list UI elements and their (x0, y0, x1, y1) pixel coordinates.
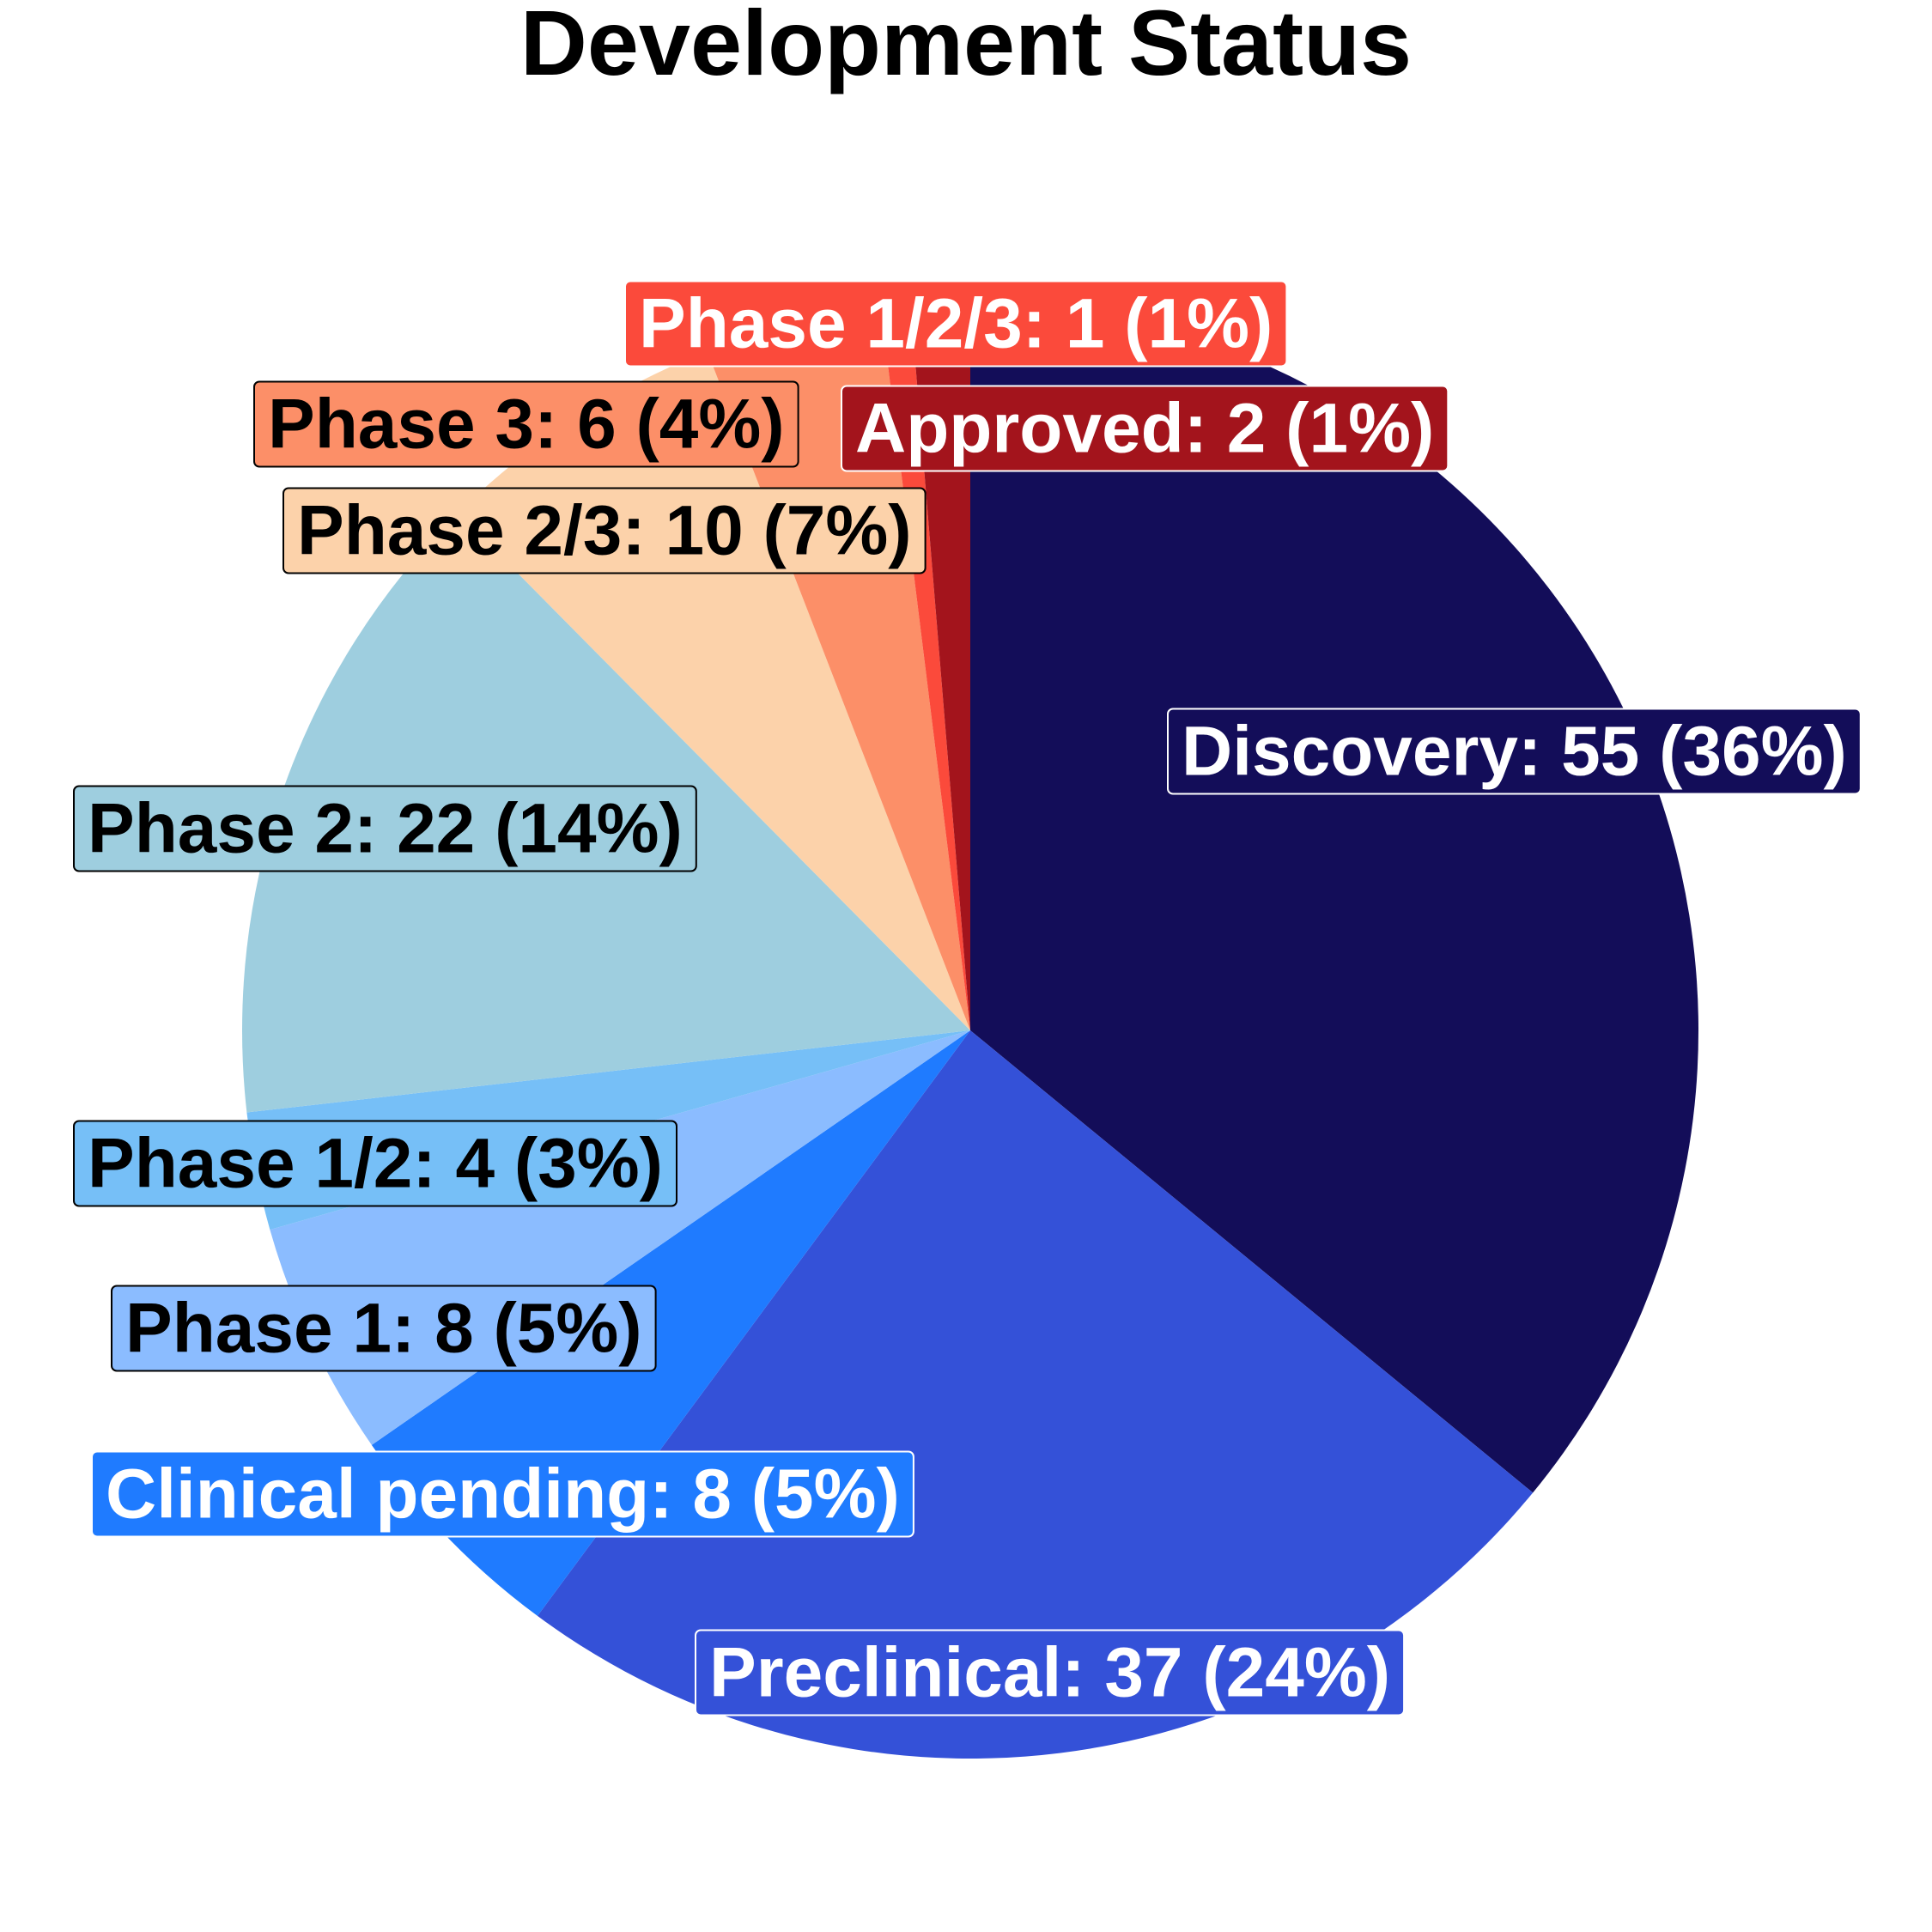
slice-label-clinical-pending: Clinical pending: 8 (5%) (91, 1450, 914, 1538)
slice-label-text: Discovery: 55 (36%) (1182, 713, 1847, 791)
slice-label-approved: Approved: 2 (1%) (841, 385, 1449, 472)
slice-label-text: Phase 1: 8 (5%) (125, 1290, 642, 1368)
slice-label-phase-1-2: Phase 1/2: 4 (3%) (73, 1120, 677, 1207)
slice-label-discovery: Discovery: 55 (36%) (1167, 708, 1862, 795)
slice-label-phase-1-2-3: Phase 1/2/3: 1 (1%) (624, 280, 1288, 368)
slice-label-box (91, 1450, 914, 1538)
slice-label-box (695, 1629, 1406, 1716)
chart-title: Development Status (519, 0, 1413, 94)
pie-slice-discovery (970, 302, 1699, 1493)
slice-label-text: Phase 2: 22 (14%) (88, 790, 683, 868)
slice-label-text: Clinical pending: 8 (5%) (106, 1455, 900, 1534)
slice-label-text: Preclinical: 37 (24%) (709, 1634, 1390, 1712)
slice-label-box (253, 380, 799, 468)
slice-label-text: Phase 2/3: 10 (7%) (297, 492, 912, 570)
pie-slice-preclinical (537, 1030, 1534, 1759)
slice-label-text: Phase 1/2: 4 (3%) (88, 1125, 663, 1203)
slice-label-box (1167, 708, 1862, 795)
slice-label-phase-3: Phase 3: 6 (4%) (253, 380, 799, 468)
slice-label-text: Phase 1/2/3: 1 (1%) (639, 285, 1273, 363)
slice-label-box (111, 1285, 657, 1372)
slice-label-phase-2-3: Phase 2/3: 10 (7%) (283, 487, 927, 574)
pie-labels: Discovery: 55 (36%) Preclinical: 37 (24%)… (73, 280, 1862, 1716)
pie-slice-approved (910, 302, 970, 1030)
slice-label-text: Approved: 2 (1%) (855, 390, 1434, 468)
slice-label-box (624, 280, 1288, 368)
slice-label-box (283, 487, 927, 574)
slice-label-box (841, 385, 1449, 472)
slice-label-text: Phase 3: 6 (4%) (268, 386, 785, 464)
slice-label-phase-1: Phase 1: 8 (5%) (111, 1285, 657, 1372)
slice-label-phase-2: Phase 2: 22 (14%) (73, 785, 697, 872)
slice-label-preclinical: Preclinical: 37 (24%) (695, 1629, 1406, 1716)
pie-slice-phase-1-2-3 (880, 304, 970, 1030)
slice-label-box (73, 785, 697, 872)
slice-label-box (73, 1120, 677, 1207)
